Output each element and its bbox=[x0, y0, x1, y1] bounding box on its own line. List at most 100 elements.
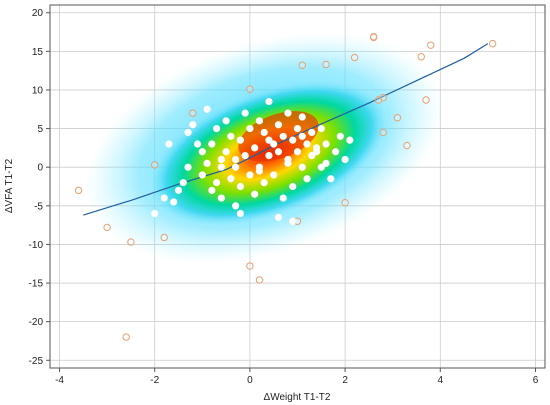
data-point bbox=[212, 124, 221, 133]
outlier-point bbox=[488, 39, 497, 48]
data-point bbox=[236, 136, 244, 144]
data-point bbox=[217, 155, 225, 164]
data-point bbox=[274, 148, 283, 156]
data-point bbox=[251, 190, 259, 198]
y-tick-label: 0 bbox=[37, 163, 43, 174]
y-axis-ticks: -25 -20 -15 -10 -5 0 5 10 15 20 bbox=[29, 8, 50, 367]
data-point bbox=[232, 155, 240, 164]
outlier-point bbox=[127, 238, 135, 246]
data-point bbox=[198, 171, 206, 179]
data-point bbox=[251, 144, 259, 152]
y-tick-label: -10 bbox=[29, 240, 44, 251]
data-point bbox=[284, 109, 292, 117]
data-point bbox=[303, 175, 311, 183]
data-point bbox=[322, 140, 330, 148]
y-axis-label: ΔVFA T1-T2 bbox=[4, 158, 15, 213]
outlier-point bbox=[369, 32, 378, 41]
outlier-point bbox=[422, 96, 430, 104]
data-point bbox=[274, 213, 283, 221]
outlier-point bbox=[151, 161, 159, 169]
data-point bbox=[265, 152, 273, 160]
outlier-point bbox=[189, 109, 197, 117]
data-point bbox=[217, 194, 225, 202]
data-point bbox=[174, 186, 183, 194]
plot-frame bbox=[49, 4, 546, 369]
data-point bbox=[274, 121, 283, 129]
data-point bbox=[241, 109, 249, 117]
density-heatmap bbox=[85, 32, 444, 263]
data-point bbox=[193, 140, 202, 148]
data-point bbox=[289, 136, 297, 144]
data-point bbox=[279, 132, 287, 140]
outlier-points bbox=[74, 32, 497, 341]
x-tick-label: -4 bbox=[55, 375, 64, 386]
data-point bbox=[165, 140, 173, 148]
data-point bbox=[270, 171, 278, 179]
data-point bbox=[265, 136, 273, 144]
data-point bbox=[341, 155, 349, 164]
outlier-point bbox=[341, 199, 349, 207]
data-points bbox=[151, 97, 354, 225]
outlier-point bbox=[350, 53, 359, 62]
data-point bbox=[184, 128, 192, 137]
outlier-point bbox=[374, 96, 383, 104]
data-point bbox=[203, 159, 211, 167]
data-point bbox=[322, 159, 330, 167]
data-point bbox=[317, 163, 325, 171]
y-tick-label: 10 bbox=[32, 85, 44, 96]
data-point bbox=[217, 163, 225, 171]
data-point bbox=[336, 132, 344, 140]
x-tick-label: -2 bbox=[150, 375, 159, 386]
x-axis-label: ΔWeight T1-T2 bbox=[264, 392, 331, 403]
data-point bbox=[284, 155, 292, 164]
data-point bbox=[241, 152, 249, 160]
x-tick-label: 2 bbox=[342, 375, 348, 386]
data-point bbox=[327, 175, 335, 183]
data-point bbox=[222, 148, 230, 156]
data-point bbox=[212, 179, 221, 187]
data-point bbox=[298, 163, 306, 171]
y-tick-label: -25 bbox=[29, 356, 44, 367]
data-point bbox=[270, 140, 278, 148]
data-point bbox=[246, 171, 254, 179]
outlier-point bbox=[427, 41, 435, 49]
outlier-point bbox=[74, 186, 83, 195]
y-tick-label: 15 bbox=[32, 47, 44, 58]
data-point bbox=[298, 113, 306, 121]
data-point bbox=[255, 167, 264, 175]
y-tick-label: 20 bbox=[32, 8, 44, 19]
data-point bbox=[308, 152, 316, 160]
data-point bbox=[260, 128, 268, 137]
data-point bbox=[208, 186, 216, 194]
outlier-point bbox=[160, 233, 168, 242]
x-tick-label: 6 bbox=[533, 375, 539, 386]
data-point bbox=[289, 182, 297, 191]
data-point bbox=[331, 148, 340, 156]
outlier-point bbox=[122, 333, 130, 341]
data-point bbox=[260, 179, 268, 187]
x-axis-ticks: -4 -2 0 2 4 6 bbox=[55, 368, 539, 386]
data-point bbox=[170, 198, 178, 206]
data-point bbox=[298, 132, 306, 140]
outlier-point bbox=[246, 262, 254, 270]
data-point bbox=[208, 140, 216, 148]
data-point bbox=[189, 121, 197, 129]
x-tick-label: 0 bbox=[247, 375, 253, 386]
outlier-point bbox=[417, 53, 425, 61]
y-tick-label: -15 bbox=[29, 279, 44, 290]
data-point bbox=[236, 209, 244, 218]
outlier-point bbox=[379, 128, 387, 137]
data-point bbox=[184, 163, 192, 171]
data-point bbox=[236, 182, 244, 191]
data-point bbox=[227, 175, 235, 183]
y-tick-label: 5 bbox=[37, 124, 43, 135]
data-point bbox=[246, 124, 254, 133]
x-tick-label: 4 bbox=[438, 375, 444, 386]
data-point bbox=[151, 209, 159, 218]
outlier-point bbox=[393, 114, 402, 122]
outlier-point bbox=[255, 276, 264, 284]
outlier-point bbox=[103, 223, 111, 232]
data-point bbox=[265, 97, 273, 106]
data-point bbox=[308, 128, 316, 137]
